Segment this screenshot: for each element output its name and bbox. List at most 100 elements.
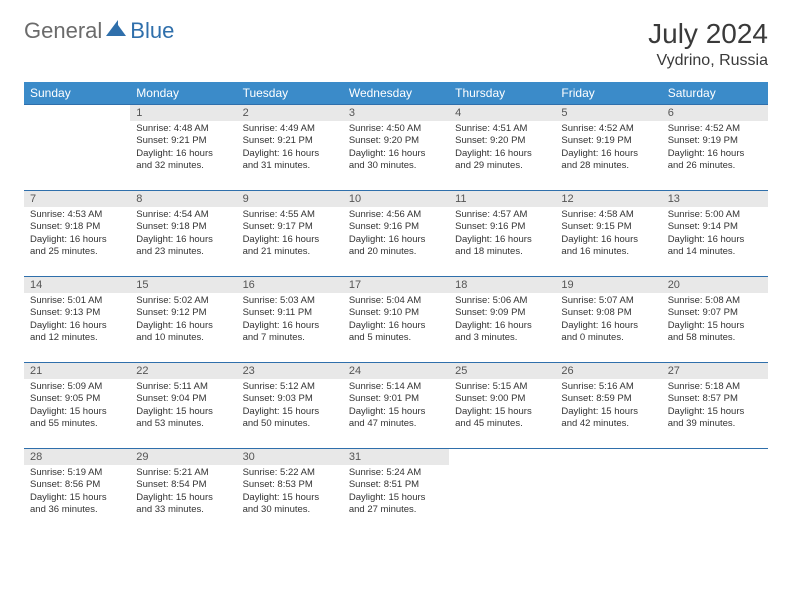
calendar-day-cell: 6Sunrise: 4:52 AMSunset: 9:19 PMDaylight… [662, 105, 768, 191]
day-number: 5 [555, 105, 661, 121]
day-number: 13 [662, 191, 768, 207]
calendar-day-cell: 2Sunrise: 4:49 AMSunset: 9:21 PMDaylight… [237, 105, 343, 191]
day-details: Sunrise: 5:11 AMSunset: 9:04 PMDaylight:… [130, 379, 236, 434]
day-details: Sunrise: 4:57 AMSunset: 9:16 PMDaylight:… [449, 207, 555, 262]
day-details: Sunrise: 4:54 AMSunset: 9:18 PMDaylight:… [130, 207, 236, 262]
day-number: 20 [662, 277, 768, 293]
calendar-week-row: 21Sunrise: 5:09 AMSunset: 9:05 PMDayligh… [24, 363, 768, 449]
weekday-header: Saturday [662, 82, 768, 105]
calendar-day-cell: 4Sunrise: 4:51 AMSunset: 9:20 PMDaylight… [449, 105, 555, 191]
day-details: Sunrise: 4:56 AMSunset: 9:16 PMDaylight:… [343, 207, 449, 262]
calendar-day-cell: 5Sunrise: 4:52 AMSunset: 9:19 PMDaylight… [555, 105, 661, 191]
logo-text-2: Blue [130, 18, 174, 44]
day-number: 23 [237, 363, 343, 379]
day-details: Sunrise: 4:53 AMSunset: 9:18 PMDaylight:… [24, 207, 130, 262]
calendar-day-cell [24, 105, 130, 191]
day-details: Sunrise: 5:14 AMSunset: 9:01 PMDaylight:… [343, 379, 449, 434]
calendar-day-cell: 18Sunrise: 5:06 AMSunset: 9:09 PMDayligh… [449, 277, 555, 363]
day-details: Sunrise: 5:04 AMSunset: 9:10 PMDaylight:… [343, 293, 449, 348]
calendar-day-cell: 11Sunrise: 4:57 AMSunset: 9:16 PMDayligh… [449, 191, 555, 277]
calendar-week-row: 7Sunrise: 4:53 AMSunset: 9:18 PMDaylight… [24, 191, 768, 277]
calendar-day-cell: 30Sunrise: 5:22 AMSunset: 8:53 PMDayligh… [237, 449, 343, 535]
day-details: Sunrise: 5:07 AMSunset: 9:08 PMDaylight:… [555, 293, 661, 348]
day-number: 27 [662, 363, 768, 379]
calendar-day-cell [662, 449, 768, 535]
day-number: 7 [24, 191, 130, 207]
calendar-day-cell: 19Sunrise: 5:07 AMSunset: 9:08 PMDayligh… [555, 277, 661, 363]
day-details: Sunrise: 5:15 AMSunset: 9:00 PMDaylight:… [449, 379, 555, 434]
calendar-day-cell: 3Sunrise: 4:50 AMSunset: 9:20 PMDaylight… [343, 105, 449, 191]
calendar-day-cell: 20Sunrise: 5:08 AMSunset: 9:07 PMDayligh… [662, 277, 768, 363]
day-number: 12 [555, 191, 661, 207]
day-details: Sunrise: 5:09 AMSunset: 9:05 PMDaylight:… [24, 379, 130, 434]
header: General Blue July 2024 Vydrino, Russia [24, 18, 768, 70]
logo-text-1: General [24, 18, 102, 44]
day-number: 28 [24, 449, 130, 465]
day-details: Sunrise: 5:01 AMSunset: 9:13 PMDaylight:… [24, 293, 130, 348]
weekday-header-row: Sunday Monday Tuesday Wednesday Thursday… [24, 82, 768, 105]
day-number: 29 [130, 449, 236, 465]
day-number: 11 [449, 191, 555, 207]
calendar-page: General Blue July 2024 Vydrino, Russia S… [0, 0, 792, 553]
calendar-day-cell: 28Sunrise: 5:19 AMSunset: 8:56 PMDayligh… [24, 449, 130, 535]
day-details: Sunrise: 5:00 AMSunset: 9:14 PMDaylight:… [662, 207, 768, 262]
day-number: 31 [343, 449, 449, 465]
title-block: July 2024 Vydrino, Russia [648, 18, 768, 70]
day-details: Sunrise: 4:49 AMSunset: 9:21 PMDaylight:… [237, 121, 343, 176]
calendar-table: Sunday Monday Tuesday Wednesday Thursday… [24, 82, 768, 535]
calendar-day-cell: 13Sunrise: 5:00 AMSunset: 9:14 PMDayligh… [662, 191, 768, 277]
weekday-header: Tuesday [237, 82, 343, 105]
calendar-day-cell: 24Sunrise: 5:14 AMSunset: 9:01 PMDayligh… [343, 363, 449, 449]
day-details: Sunrise: 4:55 AMSunset: 9:17 PMDaylight:… [237, 207, 343, 262]
calendar-day-cell: 23Sunrise: 5:12 AMSunset: 9:03 PMDayligh… [237, 363, 343, 449]
calendar-day-cell: 12Sunrise: 4:58 AMSunset: 9:15 PMDayligh… [555, 191, 661, 277]
day-number: 18 [449, 277, 555, 293]
day-details: Sunrise: 4:52 AMSunset: 9:19 PMDaylight:… [555, 121, 661, 176]
logo-triangle-icon [106, 20, 128, 43]
month-title: July 2024 [648, 18, 768, 50]
day-number: 21 [24, 363, 130, 379]
calendar-week-row: 14Sunrise: 5:01 AMSunset: 9:13 PMDayligh… [24, 277, 768, 363]
logo: General Blue [24, 18, 174, 44]
weekday-header: Monday [130, 82, 236, 105]
day-number: 17 [343, 277, 449, 293]
calendar-day-cell: 8Sunrise: 4:54 AMSunset: 9:18 PMDaylight… [130, 191, 236, 277]
weekday-header: Thursday [449, 82, 555, 105]
day-details: Sunrise: 5:22 AMSunset: 8:53 PMDaylight:… [237, 465, 343, 520]
calendar-day-cell: 26Sunrise: 5:16 AMSunset: 8:59 PMDayligh… [555, 363, 661, 449]
day-number: 4 [449, 105, 555, 121]
day-number: 14 [24, 277, 130, 293]
day-details: Sunrise: 5:12 AMSunset: 9:03 PMDaylight:… [237, 379, 343, 434]
day-details: Sunrise: 5:24 AMSunset: 8:51 PMDaylight:… [343, 465, 449, 520]
day-details: Sunrise: 5:19 AMSunset: 8:56 PMDaylight:… [24, 465, 130, 520]
day-number: 6 [662, 105, 768, 121]
weekday-header: Friday [555, 82, 661, 105]
day-number: 8 [130, 191, 236, 207]
calendar-day-cell: 21Sunrise: 5:09 AMSunset: 9:05 PMDayligh… [24, 363, 130, 449]
calendar-week-row: 28Sunrise: 5:19 AMSunset: 8:56 PMDayligh… [24, 449, 768, 535]
weekday-header: Sunday [24, 82, 130, 105]
day-number: 24 [343, 363, 449, 379]
day-details: Sunrise: 5:16 AMSunset: 8:59 PMDaylight:… [555, 379, 661, 434]
day-number: 3 [343, 105, 449, 121]
day-number: 19 [555, 277, 661, 293]
calendar-day-cell: 22Sunrise: 5:11 AMSunset: 9:04 PMDayligh… [130, 363, 236, 449]
day-number: 22 [130, 363, 236, 379]
calendar-day-cell: 15Sunrise: 5:02 AMSunset: 9:12 PMDayligh… [130, 277, 236, 363]
day-details: Sunrise: 5:08 AMSunset: 9:07 PMDaylight:… [662, 293, 768, 348]
day-number: 10 [343, 191, 449, 207]
day-number: 1 [130, 105, 236, 121]
calendar-day-cell: 7Sunrise: 4:53 AMSunset: 9:18 PMDaylight… [24, 191, 130, 277]
calendar-day-cell: 29Sunrise: 5:21 AMSunset: 8:54 PMDayligh… [130, 449, 236, 535]
weekday-header: Wednesday [343, 82, 449, 105]
day-details: Sunrise: 4:50 AMSunset: 9:20 PMDaylight:… [343, 121, 449, 176]
day-details: Sunrise: 5:06 AMSunset: 9:09 PMDaylight:… [449, 293, 555, 348]
calendar-day-cell: 9Sunrise: 4:55 AMSunset: 9:17 PMDaylight… [237, 191, 343, 277]
calendar-day-cell: 27Sunrise: 5:18 AMSunset: 8:57 PMDayligh… [662, 363, 768, 449]
calendar-week-row: 1Sunrise: 4:48 AMSunset: 9:21 PMDaylight… [24, 105, 768, 191]
calendar-day-cell: 10Sunrise: 4:56 AMSunset: 9:16 PMDayligh… [343, 191, 449, 277]
day-number: 16 [237, 277, 343, 293]
day-details: Sunrise: 5:18 AMSunset: 8:57 PMDaylight:… [662, 379, 768, 434]
day-details: Sunrise: 4:58 AMSunset: 9:15 PMDaylight:… [555, 207, 661, 262]
day-details: Sunrise: 5:21 AMSunset: 8:54 PMDaylight:… [130, 465, 236, 520]
